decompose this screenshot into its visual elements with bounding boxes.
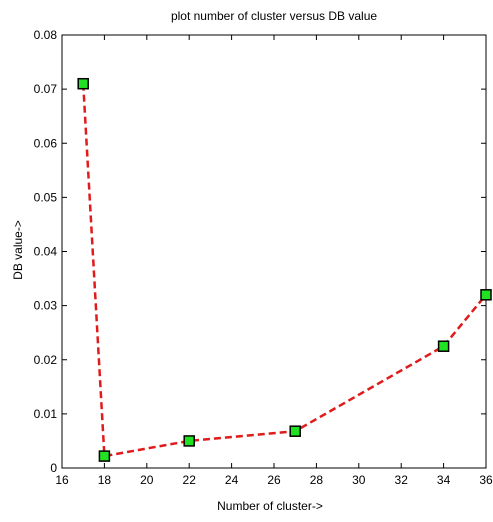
x-tick-label: 32 <box>395 473 409 487</box>
chart-title: plot number of cluster versus DB value <box>171 9 377 23</box>
x-axis-label: Number of cluster-> <box>217 499 323 513</box>
x-tick-label: 26 <box>267 473 281 487</box>
y-tick-label: 0.03 <box>34 299 58 313</box>
axis-ticks: 16 18 20 22 24 26 28 30 32 34 36 0 0.01 0.02 0.03 0.04 0… <box>34 28 493 487</box>
data-point-marker <box>77 77 89 90</box>
series-line <box>81 83 487 458</box>
x-tick-label: 28 <box>310 473 324 487</box>
y-tick-label: 0.05 <box>34 190 58 204</box>
x-tick-label: 24 <box>225 473 239 487</box>
x-tick-label: 20 <box>140 473 154 487</box>
data-point-marker <box>437 340 450 352</box>
x-tick-label: 18 <box>98 473 112 487</box>
data-point-marker <box>289 425 301 437</box>
y-tick-label: 0.04 <box>34 245 58 259</box>
x-tick-label: 22 <box>183 473 197 487</box>
y-tick-label: 0.06 <box>34 136 58 150</box>
x-tick-label: 36 <box>479 473 493 487</box>
data-point-marker <box>480 289 492 301</box>
x-tick-label: 30 <box>352 473 366 487</box>
y-axis-label: DB value-> <box>11 220 25 280</box>
x-tick-label: 16 <box>55 473 69 487</box>
y-tick-label: 0.08 <box>34 28 58 42</box>
y-tick-label: 0.07 <box>34 82 58 96</box>
y-tick-label: 0.01 <box>34 407 58 421</box>
plot-area <box>61 34 487 469</box>
data-point-marker <box>183 435 195 447</box>
y-tick-label: 0 <box>50 461 57 475</box>
x-tick-label: 34 <box>437 473 451 487</box>
data-point-marker <box>98 450 111 462</box>
series-layer <box>77 77 492 462</box>
y-tick-label: 0.02 <box>34 353 58 367</box>
